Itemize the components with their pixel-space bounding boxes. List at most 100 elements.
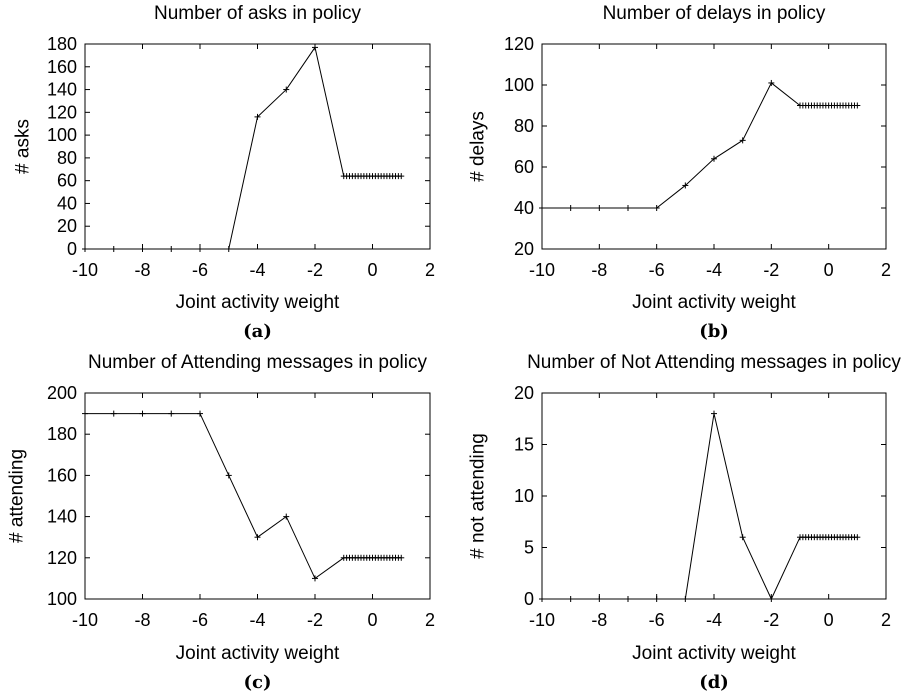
- x-tick-label: -4: [706, 260, 722, 280]
- y-tick-label: 5: [524, 538, 534, 558]
- chart-title: Number of Not Attending messages in poli…: [527, 352, 901, 373]
- x-axis-label: Joint activity weight: [632, 292, 796, 313]
- data-point: [139, 410, 146, 417]
- data-point: [168, 246, 175, 252]
- data-point: [682, 182, 689, 189]
- x-tick-label: 0: [367, 260, 377, 280]
- y-axis-label: # delays: [468, 111, 489, 182]
- data-point: [82, 246, 88, 252]
- x-tick-label: -10: [529, 260, 555, 280]
- subfigure-caption: (d): [699, 672, 729, 693]
- x-tick-label: 0: [367, 610, 377, 630]
- data-point: [225, 246, 232, 252]
- y-axis-label: # asks: [13, 119, 34, 174]
- x-tick-label: -8: [134, 610, 150, 630]
- data-point: [312, 575, 318, 582]
- panel-delays: -10 -8 -6 -4 -2 0 2 20 40 60 80 100 120 Number of del…: [468, 3, 892, 342]
- y-tick-label: 180: [47, 424, 77, 444]
- data-point: [225, 472, 232, 479]
- subfigure-caption: (a): [243, 321, 272, 342]
- y-tick-label: 20: [514, 239, 534, 259]
- x-tick-label: 0: [824, 610, 834, 630]
- series-line: [85, 46, 402, 250]
- x-tick-label: -2: [307, 260, 323, 280]
- data-point: [567, 205, 574, 211]
- x-tick-label: 2: [881, 610, 891, 630]
- y-axis-label: # attending: [7, 449, 28, 543]
- x-tick-label: -10: [529, 610, 555, 630]
- data-point: [283, 513, 290, 520]
- y-tick-label: 0: [67, 239, 77, 259]
- y-tick-label: 160: [47, 57, 77, 77]
- data-point: [398, 554, 405, 561]
- data-point: [168, 410, 175, 417]
- y-tick-label: 40: [514, 198, 534, 218]
- y-axis-label: # not attending: [468, 433, 489, 559]
- y-tick-label: 0: [524, 589, 534, 609]
- data-point: [739, 137, 746, 144]
- chart-title: Number of delays in policy: [603, 3, 826, 24]
- x-tick-label: 2: [425, 610, 435, 630]
- x-axis-label: Joint activity weight: [176, 292, 340, 313]
- data-point: [653, 596, 660, 602]
- data-point: [567, 596, 574, 602]
- data-point: [653, 205, 660, 211]
- data-point: [110, 246, 117, 252]
- y-tick-label: 100: [47, 125, 77, 145]
- y-tick-label: 120: [504, 34, 534, 54]
- series-line: [542, 82, 858, 209]
- data-point: [312, 44, 318, 51]
- y-tick-label: 100: [504, 75, 534, 95]
- x-tick-label: -8: [134, 260, 150, 280]
- x-tick-label: -2: [763, 610, 779, 630]
- data-point: [711, 410, 717, 417]
- plot-frame: [541, 43, 887, 250]
- data-point: [768, 596, 775, 602]
- chart-title: Number of Attending messages in policy: [88, 352, 428, 373]
- y-tick-label: 140: [47, 507, 77, 527]
- data-point: [254, 534, 261, 541]
- chart-title: Number of asks in policy: [154, 3, 361, 24]
- y-tick-label: 10: [514, 486, 534, 506]
- x-tick-label: -8: [591, 260, 607, 280]
- x-tick-label: 0: [824, 260, 834, 280]
- data-point: [110, 410, 117, 417]
- data-point: [197, 410, 203, 417]
- x-tick-label: 2: [881, 260, 891, 280]
- data-point: [283, 86, 290, 93]
- y-tick-label: 80: [57, 148, 77, 168]
- x-tick-label: -2: [307, 610, 323, 630]
- data-point: [539, 596, 545, 602]
- x-tick-label: -6: [192, 260, 208, 280]
- y-tick-label: 160: [47, 465, 77, 485]
- y-tick-label: 180: [47, 34, 77, 54]
- data-point: [854, 102, 861, 109]
- series-line: [542, 413, 858, 601]
- x-tick-label: -6: [649, 610, 665, 630]
- data-point: [625, 596, 631, 602]
- y-tick-label: 20: [514, 383, 534, 403]
- x-tick-label: -6: [192, 610, 208, 630]
- y-tick-label: 20: [57, 216, 77, 236]
- data-point: [197, 246, 203, 252]
- x-tick-label: -4: [249, 610, 265, 630]
- data-point: [539, 205, 545, 211]
- data-point: [254, 113, 261, 120]
- x-tick-label: -4: [706, 610, 722, 630]
- series-line: [85, 413, 402, 580]
- data-point: [596, 205, 603, 211]
- panel-attending: -10 -8 -6 -4 -2 0 2 100 120 140 160 180 200 Number of…: [7, 352, 436, 693]
- x-tick-label: -2: [763, 260, 779, 280]
- data-point: [82, 410, 88, 417]
- x-axis-label: Joint activity weight: [176, 643, 340, 664]
- y-tick-label: 100: [47, 589, 77, 609]
- plot-frame: [541, 392, 887, 600]
- data-point: [711, 155, 717, 162]
- data-point: [854, 534, 861, 541]
- plot-frame: [84, 392, 431, 600]
- y-tick-label: 140: [47, 80, 77, 100]
- x-tick-label: -8: [591, 610, 607, 630]
- y-tick-label: 60: [57, 171, 77, 191]
